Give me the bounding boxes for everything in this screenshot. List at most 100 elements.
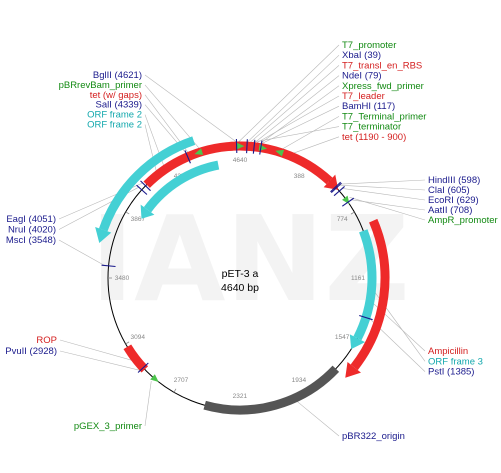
leader-line xyxy=(250,126,340,143)
site-mark xyxy=(330,181,342,193)
primer-arrow xyxy=(236,142,245,150)
tick-label: 1161 xyxy=(351,275,365,282)
leader-line xyxy=(144,381,152,427)
plasmid-name: pET-3 a xyxy=(222,268,259,280)
feature-arrowhead xyxy=(323,174,339,190)
leader-line xyxy=(282,116,340,150)
leader-line xyxy=(254,75,340,144)
site-mark xyxy=(259,140,263,155)
site-mark xyxy=(137,362,149,373)
tick-label: 3867 xyxy=(131,216,146,223)
tick-label: 2707 xyxy=(174,377,189,384)
site-mark xyxy=(333,186,345,197)
feature-label: SalI (4339) xyxy=(96,100,142,111)
feature-label: PvuII (2928) xyxy=(5,346,57,357)
leader-line xyxy=(349,196,426,221)
tick-label: 3480 xyxy=(115,275,130,282)
feature-label: T7_transl_en_RBS xyxy=(342,60,422,71)
leader-line xyxy=(342,188,426,201)
feature-label: MscI (3548) xyxy=(6,235,56,246)
site-mark xyxy=(101,264,116,268)
feature-label: pBRrevBam_primer xyxy=(59,80,142,91)
leader-line xyxy=(296,401,340,437)
feature-arcs xyxy=(95,136,390,415)
tick-mark xyxy=(125,341,130,345)
tick-label: 388 xyxy=(294,173,305,180)
site-mark xyxy=(140,180,151,192)
feature-arrowhead xyxy=(345,362,361,378)
tick-label: 3094 xyxy=(131,334,146,341)
site-mark xyxy=(252,139,256,154)
feature-arc xyxy=(350,218,390,371)
feature-label: T7_promoter xyxy=(342,40,396,51)
feature-arc xyxy=(123,344,149,373)
tick-label: 2321 xyxy=(233,393,248,400)
feature-label: T7_Terminal_primer xyxy=(342,111,426,122)
tick-label: 1934 xyxy=(292,377,307,384)
leader-line xyxy=(59,350,141,371)
feature-label: pBR322_origin xyxy=(342,431,405,442)
primer-arrow xyxy=(150,374,159,382)
feature-label: BamHI (117) xyxy=(342,101,395,112)
feature-arc xyxy=(143,141,234,188)
feature-label: Ampicillin xyxy=(428,346,468,357)
feature-label: Xpress_fwd_primer xyxy=(342,81,424,92)
restriction-sites xyxy=(101,139,373,373)
feature-label: EagI (4051) xyxy=(6,214,56,225)
leader-line xyxy=(339,184,426,191)
feature-label: HindIII (598) xyxy=(428,175,480,186)
feature-label: NruI (4020) xyxy=(8,225,56,236)
feature-label: AmpR_promoter xyxy=(428,215,498,226)
leader-line xyxy=(144,74,237,143)
primer-arrow xyxy=(194,148,204,155)
feature-arrowhead xyxy=(349,334,366,350)
feature-label: PstI (1385) xyxy=(428,367,474,378)
leader-line xyxy=(246,54,340,143)
feature-label: tet (1190 - 900) xyxy=(342,132,406,143)
feature-label: T7_terminator xyxy=(342,122,401,133)
site-mark xyxy=(330,182,342,194)
site-mark xyxy=(341,197,355,207)
feature-label: ORF frame 2 xyxy=(87,120,142,131)
leader-line xyxy=(261,105,340,144)
feature-arrowhead xyxy=(140,204,155,219)
tick-mark xyxy=(125,211,130,215)
feature-arc xyxy=(353,229,377,341)
leader-line xyxy=(249,65,340,143)
leader-line xyxy=(59,339,132,361)
tick-mark xyxy=(173,388,177,393)
leader-line xyxy=(338,179,426,185)
leader-line xyxy=(256,95,340,144)
feature-label: EcoRI (629) xyxy=(428,195,479,206)
feature-arc xyxy=(143,160,220,213)
tick-mark xyxy=(350,211,355,215)
tick-label: 774 xyxy=(337,216,348,223)
primer-arrow xyxy=(275,149,285,157)
site-mark xyxy=(184,150,191,164)
feature-label: pGEX_3_primer xyxy=(74,421,142,432)
tick-label: 1547 xyxy=(335,334,350,341)
leader-line xyxy=(238,44,340,143)
site-mark xyxy=(359,314,373,321)
site-mark xyxy=(136,184,148,195)
feature-label: BglII (4621) xyxy=(93,70,142,81)
feature-label: ORF frame 2 xyxy=(87,110,142,121)
feature-label: AatII (708) xyxy=(428,205,472,216)
site-mark xyxy=(246,139,248,154)
feature-label: ORF frame 3 xyxy=(428,356,483,367)
leader-line xyxy=(260,85,340,144)
leader-line xyxy=(58,239,105,266)
feature-arc xyxy=(98,136,196,232)
tick-label: 4640 xyxy=(233,157,248,164)
feature-label: ROP xyxy=(36,335,57,346)
feature-arc xyxy=(203,365,340,415)
plasmid-length: 4640 bp xyxy=(221,282,259,294)
feature-label: XbaI (39) xyxy=(342,50,381,61)
watermark: IANZ xyxy=(90,190,410,328)
feature-label: ClaI (605) xyxy=(428,185,470,196)
feature-label: T7_leader xyxy=(342,91,385,102)
feature-arrowhead xyxy=(95,227,112,244)
feature-label: NdeI (79) xyxy=(342,71,382,82)
